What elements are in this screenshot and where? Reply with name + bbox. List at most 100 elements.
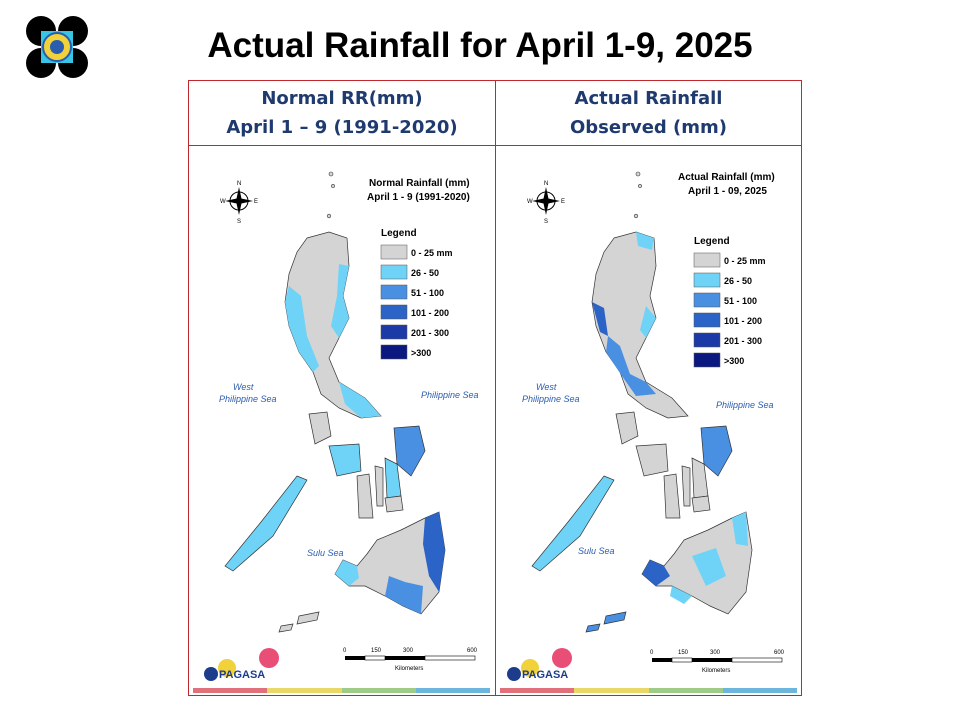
header-actual-line2: Observed (mm) [569, 117, 728, 138]
legend-label-2: 51 - 100 [411, 288, 444, 298]
luzon-rain-north [636, 232, 654, 250]
sea-east: Philippine Sea [421, 390, 479, 400]
map-panel-normal: N S W E Normal Rainfall (mm) April 1 - 9… [189, 146, 494, 695]
legend-title: Legend [381, 228, 417, 239]
luzon-land [591, 231, 689, 419]
zamboanga-rain [642, 560, 670, 586]
bohol-land [691, 495, 711, 513]
babuyan-island [633, 213, 639, 219]
bohol-land [384, 495, 404, 513]
panay-land [635, 443, 669, 477]
footer-color-strip [500, 688, 797, 693]
map-title-line1: Actual Rainfall (mm) [678, 172, 775, 183]
legend-label-5: >300 [411, 348, 431, 358]
cebu-land [374, 465, 384, 507]
scale-tick-0: 0 [650, 650, 654, 656]
batanes-island [328, 171, 334, 177]
legend-swatch-2 [380, 284, 408, 300]
legend-swatch-1 [693, 272, 721, 288]
legend-label-0: 0 - 25 mm [724, 256, 766, 266]
scale-tick-2: 300 [710, 650, 721, 656]
legend-label-4: 201 - 300 [724, 336, 762, 346]
legend-swatch-1 [380, 264, 408, 280]
negros-land [356, 473, 374, 519]
legend-swatch-3 [380, 304, 408, 320]
legend-label-1: 26 - 50 [724, 276, 752, 286]
sea-west-line2: Philippine Sea [219, 394, 277, 404]
legend-swatch-4 [693, 332, 721, 348]
map-title-line2: April 1 - 9 (1991-2020) [367, 192, 470, 203]
legend-swatch-0 [693, 252, 721, 268]
header-normal-line1: Normal RR(mm) [261, 88, 423, 109]
legend-swatch-3 [693, 312, 721, 328]
dost-logo [24, 14, 90, 80]
legend-label-2: 51 - 100 [724, 296, 757, 306]
luzon-rain-central [606, 336, 656, 396]
compass-e: E [561, 199, 565, 205]
cebu-land [681, 465, 691, 507]
pagasa-logo: PAGASA [204, 648, 279, 681]
slide-title: Actual Rainfall for April 1-9, 2025 [207, 26, 753, 65]
compass-rose-icon: N S W E [527, 181, 565, 225]
scale-tick-2: 300 [403, 648, 414, 654]
comparison-frame: Normal RR(mm) April 1 – 9 (1991-2020) Ac… [188, 80, 802, 696]
scale-tick-3: 600 [774, 650, 785, 656]
legend-title: Legend [694, 236, 730, 247]
legend-label-3: 101 - 200 [724, 316, 762, 326]
legend-label-3: 101 - 200 [411, 308, 449, 318]
negros-land [663, 473, 681, 519]
sea-east: Philippine Sea [716, 400, 774, 410]
babuyan-island [326, 213, 332, 219]
samar-land [700, 425, 733, 477]
samar-land [393, 425, 426, 477]
sulu-islands [278, 611, 320, 633]
compass-n: N [544, 181, 548, 187]
sea-west-line1: West [536, 382, 557, 392]
map-title-line2: April 1 - 09, 2025 [688, 186, 767, 197]
compass-w: W [527, 199, 533, 205]
mindanao-rain-south [670, 586, 692, 604]
sea-west-line1: West [233, 382, 254, 392]
sea-south: Sulu Sea [578, 546, 615, 556]
header-actual: Actual Rainfall Observed (mm) [496, 81, 801, 145]
legend-label-4: 201 - 300 [411, 328, 449, 338]
legend-swatch-5 [693, 352, 721, 368]
panay-land [328, 443, 362, 477]
compass-e: E [254, 199, 258, 205]
divider-vertical [495, 81, 496, 695]
legend-swatch-0 [380, 244, 408, 260]
palawan-land [531, 475, 615, 572]
footer-color-strip [193, 688, 490, 693]
luzon-rain-west [592, 302, 608, 336]
batanes-island [635, 171, 641, 177]
mindanao-rain-east [732, 512, 748, 546]
pagasa-logo-text: PAGASA [219, 669, 265, 681]
compass-s: S [237, 219, 241, 225]
pagasa-logo-text: PAGASA [522, 669, 568, 681]
mindoro-land [615, 411, 639, 445]
batanes-island [331, 184, 335, 188]
legend-swatch-2 [693, 292, 721, 308]
divider-horizontal [189, 145, 801, 146]
header-normal-line2: April 1 – 9 (1991-2020) [226, 117, 458, 138]
batanes-island [638, 184, 642, 188]
luzon-rain-west [285, 286, 319, 372]
mindanao-rain-south [385, 576, 423, 614]
sea-south: Sulu Sea [307, 548, 344, 558]
luzon-rain-east [331, 264, 349, 338]
compass-w: W [220, 199, 226, 205]
sea-west-line2: Philippine Sea [522, 394, 580, 404]
header-actual-line1: Actual Rainfall [574, 88, 723, 109]
legend-label-1: 26 - 50 [411, 268, 439, 278]
scale-bar: 0 150 300 600 Kilometers [650, 650, 785, 674]
header-normal: Normal RR(mm) April 1 – 9 (1991-2020) [189, 81, 495, 145]
scale-tick-0: 0 [343, 648, 347, 654]
scale-unit: Kilometers [702, 668, 730, 674]
mindanao-rain-east [423, 512, 445, 592]
sulu-islands [585, 611, 627, 633]
mindanao-rain-central [692, 548, 726, 586]
map-normal: N S W E Normal Rainfall (mm) April 1 - 9… [204, 171, 479, 681]
map-actual: N S W E Actual Rainfall (mm) April 1 - 0… [507, 171, 785, 681]
pagasa-logo: PAGASA [507, 648, 572, 681]
legend-label-5: >300 [724, 356, 744, 366]
